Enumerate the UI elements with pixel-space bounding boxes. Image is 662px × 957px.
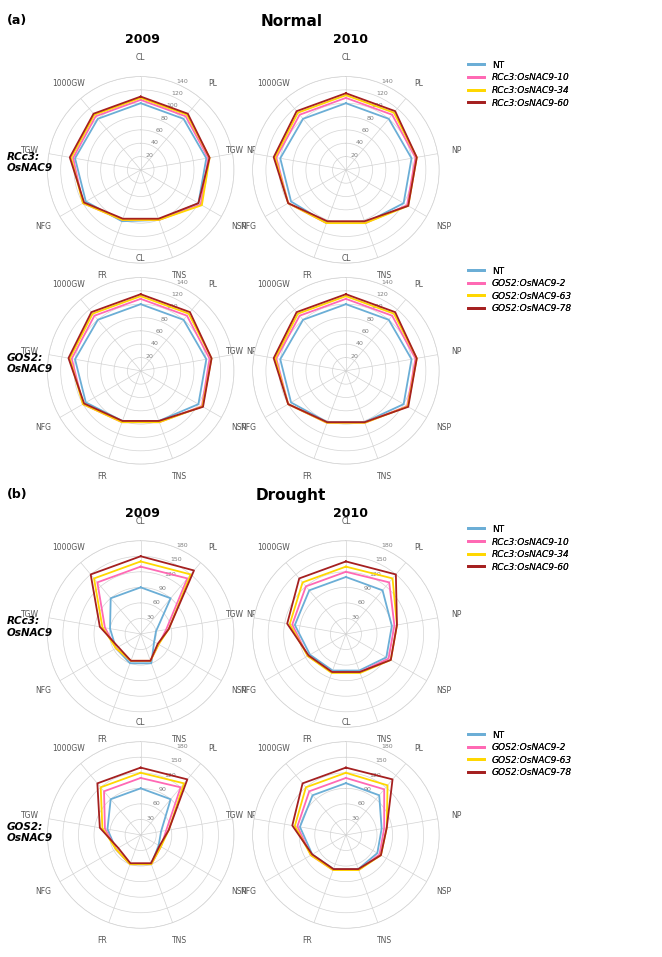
Text: RCc3:
OsNAC9: RCc3: OsNAC9	[7, 152, 53, 173]
Text: 2010: 2010	[334, 507, 368, 521]
Text: Normal: Normal	[260, 14, 322, 30]
Text: GOS2:
OsNAC9: GOS2: OsNAC9	[7, 822, 53, 843]
Text: (a): (a)	[7, 14, 27, 28]
Text: 2009: 2009	[125, 33, 160, 47]
Text: 2009: 2009	[125, 507, 160, 521]
Text: Drought: Drought	[256, 488, 326, 503]
Legend: NT, GOS2:OsNAC9-2, GOS2:OsNAC9-63, GOS2:OsNAC9-78: NT, GOS2:OsNAC9-2, GOS2:OsNAC9-63, GOS2:…	[465, 727, 575, 781]
Text: (b): (b)	[7, 488, 27, 501]
Legend: NT, GOS2:OsNAC9-2, GOS2:OsNAC9-63, GOS2:OsNAC9-78: NT, GOS2:OsNAC9-2, GOS2:OsNAC9-63, GOS2:…	[465, 263, 575, 317]
Legend: NT, RCc3:OsNAC9-10, RCc3:OsNAC9-34, RCc3:OsNAC9-60: NT, RCc3:OsNAC9-10, RCc3:OsNAC9-34, RCc3…	[465, 522, 573, 575]
Text: RCc3:
OsNAC9: RCc3: OsNAC9	[7, 616, 53, 637]
Text: 2010: 2010	[334, 33, 368, 47]
Text: GOS2:
OsNAC9: GOS2: OsNAC9	[7, 353, 53, 374]
Legend: NT, RCc3:OsNAC9-10, RCc3:OsNAC9-34, RCc3:OsNAC9-60: NT, RCc3:OsNAC9-10, RCc3:OsNAC9-34, RCc3…	[465, 57, 573, 111]
